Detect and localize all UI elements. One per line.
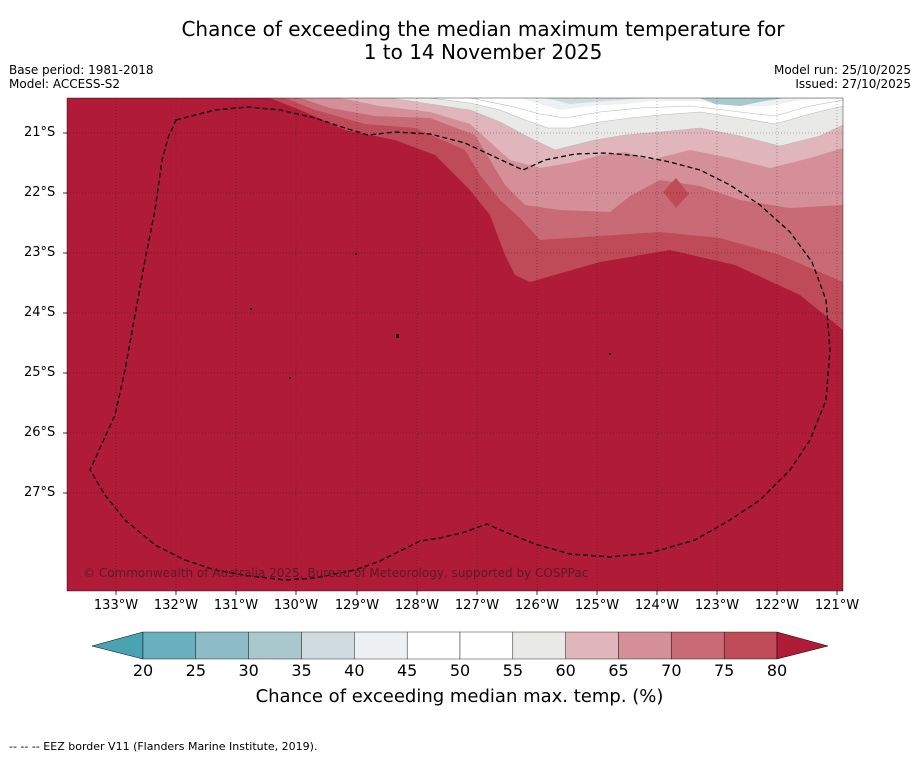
colorbar-cells xyxy=(142,631,778,660)
copyright-notice: © Commonwealth of Australia 2025, Bureau… xyxy=(83,566,589,580)
colorbar-cell xyxy=(565,631,619,660)
colorbar-cell xyxy=(142,631,197,660)
colorbar-extend-low xyxy=(91,631,144,660)
band-35-40 xyxy=(545,98,650,104)
lat-label: 23°S xyxy=(24,245,56,260)
contour-lines xyxy=(389,98,843,151)
lon-label: 124°W xyxy=(634,598,680,613)
colorbar xyxy=(91,631,829,660)
colorbar-tick-label: 50 xyxy=(449,661,471,680)
eez-legend-note: -- -- -- EEZ border V11 (Flanders Marine… xyxy=(9,740,318,753)
meta-right: Model run: 25/10/2025 Issued: 27/10/2025 xyxy=(774,63,911,91)
lon-label: 123°W xyxy=(694,598,740,613)
colorbar-cell xyxy=(248,631,302,660)
title-line-2: 1 to 14 November 2025 xyxy=(363,40,603,64)
lon-label: 128°W xyxy=(394,598,440,613)
eez-border-line xyxy=(89,106,831,581)
lon-label: 132°W xyxy=(153,598,199,613)
lat-label: 21°S xyxy=(24,125,56,140)
lon-label: 133°W xyxy=(93,598,139,613)
colorbar-tick-label: 35 xyxy=(291,661,312,680)
colorbar-cell xyxy=(512,631,566,660)
colorbar-label: Chance of exceeding median max. temp. (%… xyxy=(255,686,664,707)
lon-label: 131°W xyxy=(213,598,259,613)
lon-label: 130°W xyxy=(273,598,319,613)
issued-date: Issued: 27/10/2025 xyxy=(795,77,911,91)
colorbar-cell xyxy=(618,631,672,660)
colorbar-cell xyxy=(459,631,514,660)
lon-label: 125°W xyxy=(574,598,620,613)
lon-label: 129°W xyxy=(334,598,380,613)
probability-contours xyxy=(67,98,843,591)
colorbar-cell xyxy=(723,631,778,660)
lon-label: 126°W xyxy=(514,598,560,613)
colorbar-tick-label: 60 xyxy=(555,661,576,680)
meta-left: Base period: 1981-2018 Model: ACCESS-S2 xyxy=(9,63,154,91)
lon-label: 122°W xyxy=(754,598,800,613)
colorbar-cell xyxy=(406,631,461,660)
colorbar-tick-label: 65 xyxy=(608,661,629,680)
colorbar-tick-label: 55 xyxy=(502,661,524,680)
map-gridlines xyxy=(67,98,843,591)
band-30-35 xyxy=(700,98,785,106)
lat-label: 24°S xyxy=(24,305,56,320)
title-line-1: Chance of exceeding the median maximum t… xyxy=(181,17,785,41)
colorbar-cell xyxy=(354,631,408,660)
colorbar-extend-high xyxy=(776,631,829,660)
map-frame xyxy=(66,97,844,592)
lat-label: 22°S xyxy=(24,185,56,200)
colorbar-tick-label: 45 xyxy=(396,661,418,680)
lat-label: 27°S xyxy=(24,485,56,500)
colorbar-tick-label: 25 xyxy=(185,661,207,680)
colorbar-tick-label: 20 xyxy=(132,661,154,680)
lon-label: 121°W xyxy=(814,598,860,613)
axis-ticks xyxy=(63,132,838,595)
map-title: Chance of exceeding the median maximum t… xyxy=(0,18,919,64)
island-marks xyxy=(250,253,611,379)
colorbar-cell xyxy=(301,631,355,660)
colorbar-tick-label: 75 xyxy=(713,661,735,680)
colorbar-tick-label: 30 xyxy=(238,661,259,680)
model-name: Model: ACCESS-S2 xyxy=(9,77,121,91)
base-period: Base period: 1981-2018 xyxy=(9,63,154,77)
lat-label: 25°S xyxy=(24,365,56,380)
colorbar-cell xyxy=(671,631,725,660)
colorbar-tick-label: 40 xyxy=(344,661,365,680)
colorbar-cell xyxy=(195,631,249,660)
colorbar-tick-label: 80 xyxy=(766,661,788,680)
model-run: Model run: 25/10/2025 xyxy=(773,63,911,77)
lon-label: 127°W xyxy=(454,598,500,613)
colorbar-tick-label: 70 xyxy=(661,661,682,680)
lat-label: 26°S xyxy=(24,425,56,440)
